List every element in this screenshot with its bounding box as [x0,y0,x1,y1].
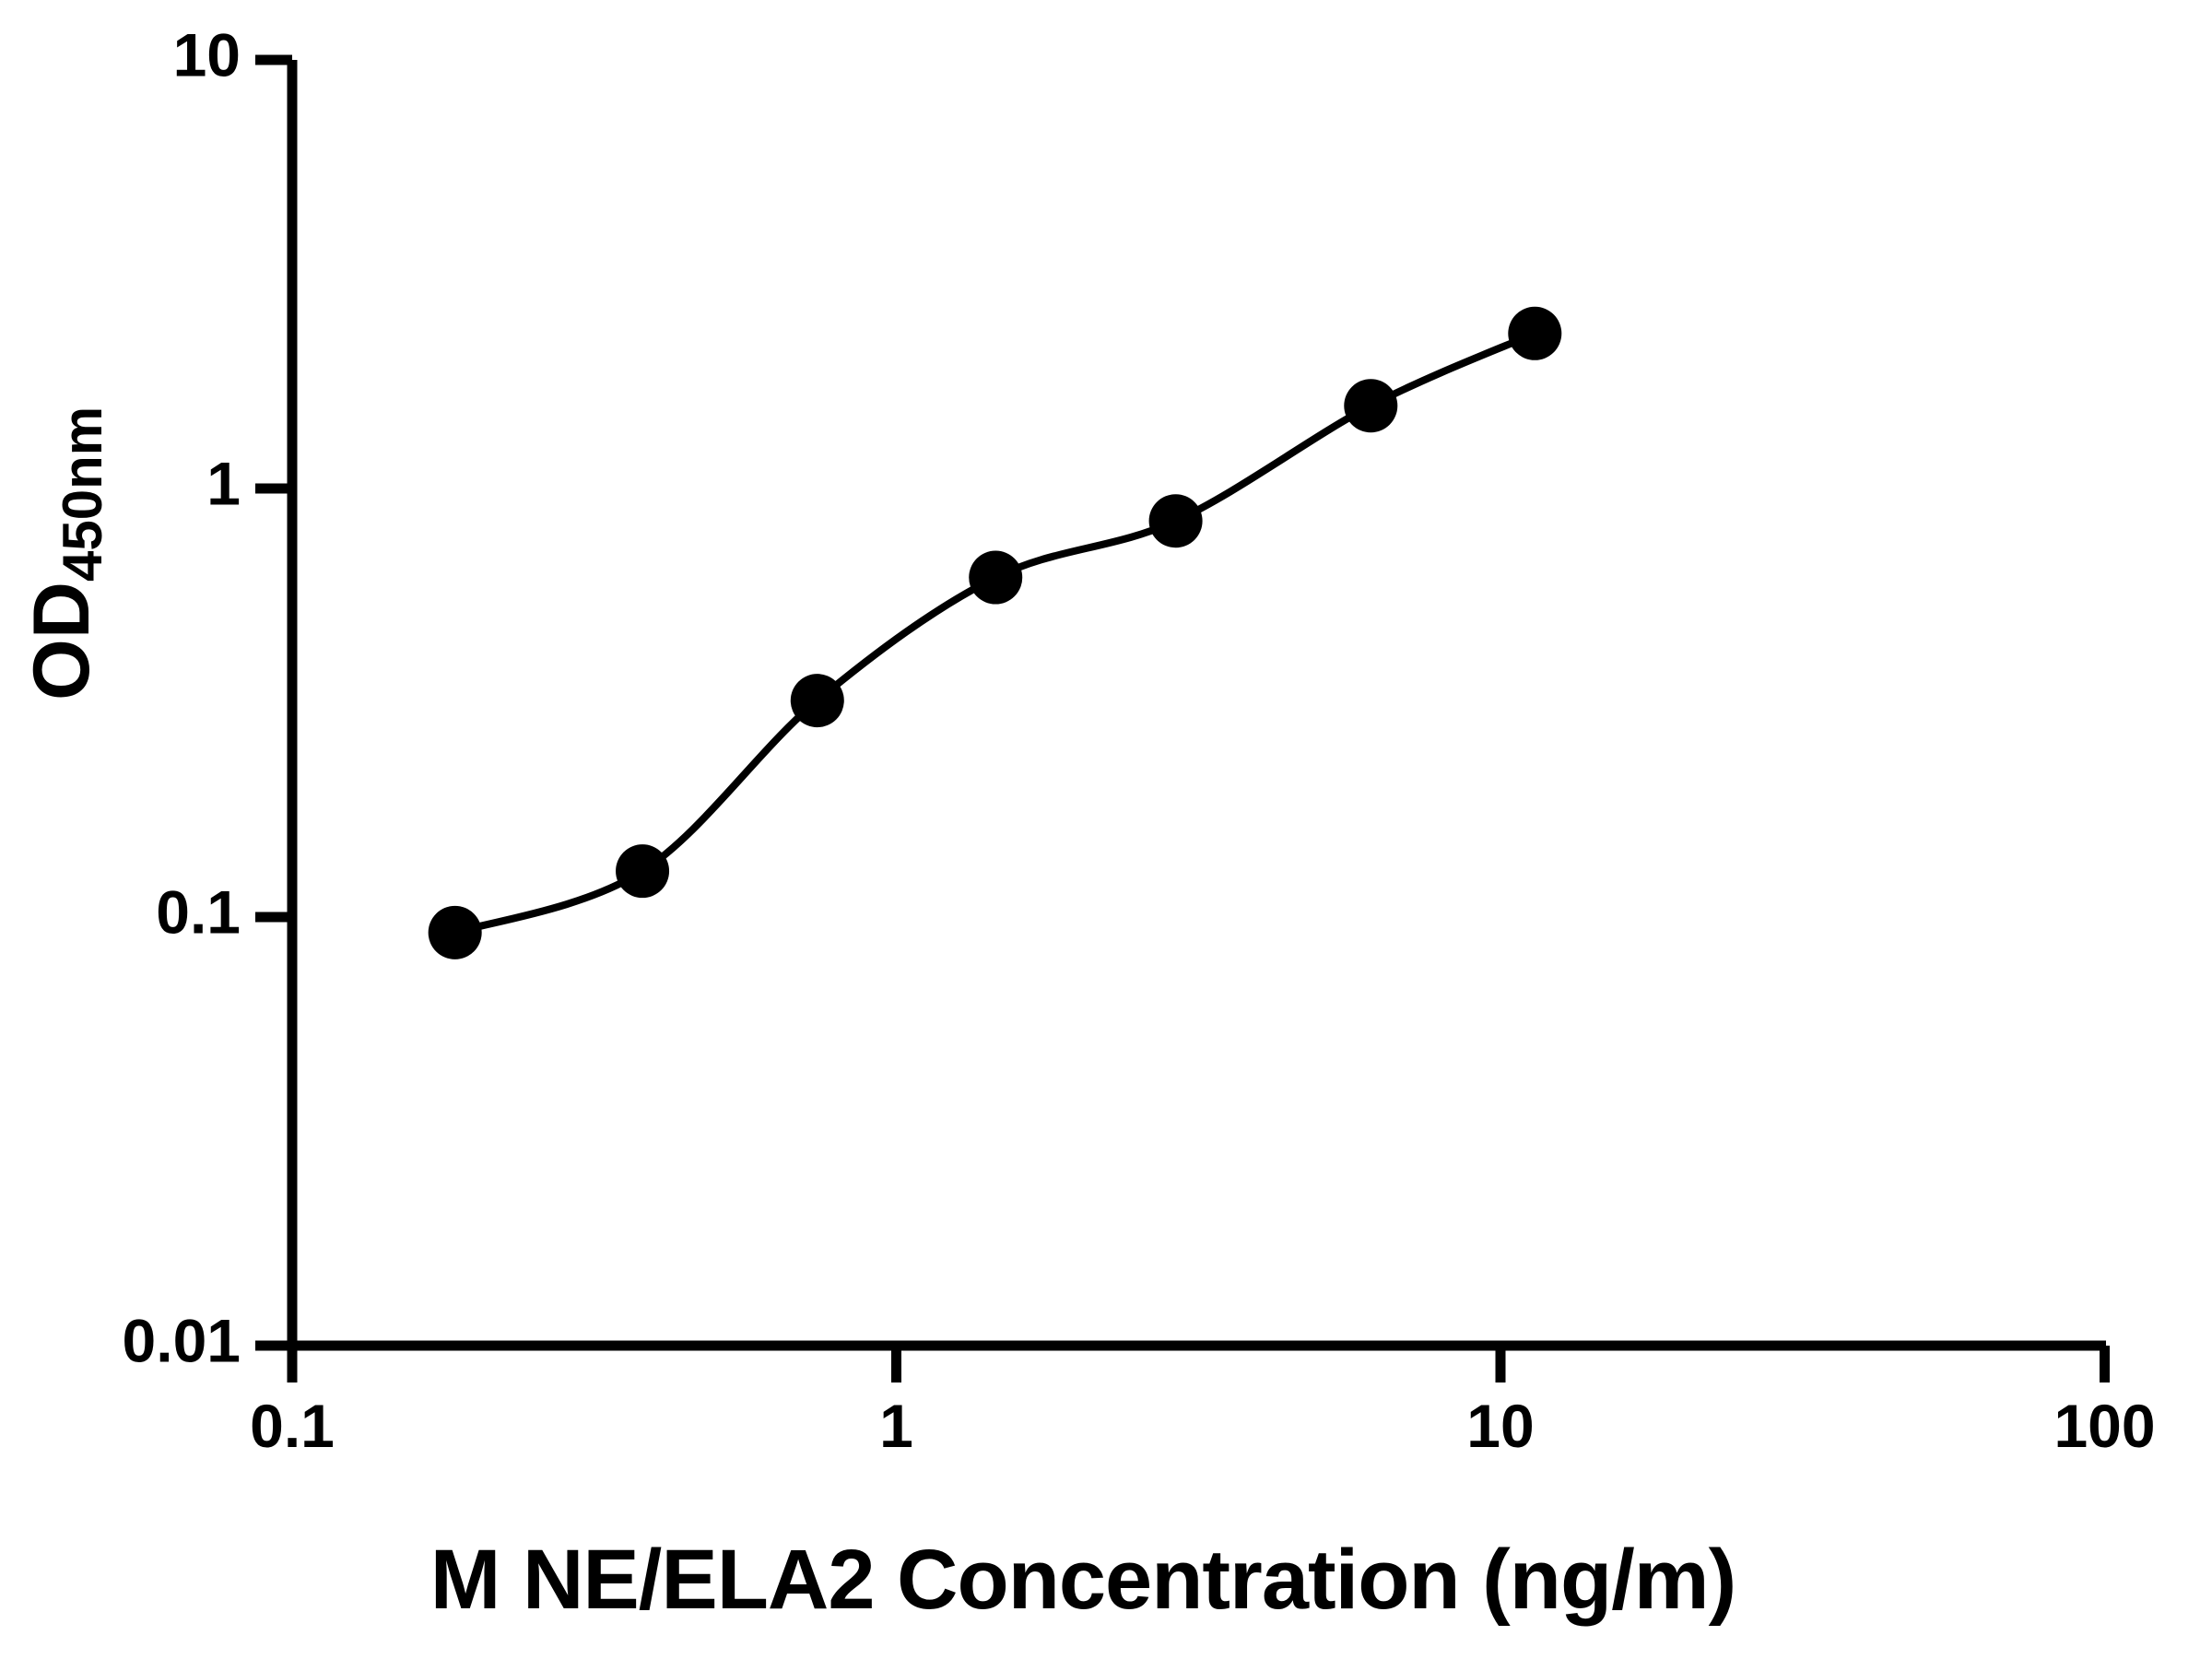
x-axis-title: M NE/ELA2 Concentration (ng/m) [430,1533,1735,1627]
data-point [616,844,670,899]
x-tick-label: 10 [1466,1392,1534,1460]
y-axis-title: OD450nm [18,406,113,700]
y-tick-label: 10 [173,20,241,88]
y-axis-ticks [255,54,292,1351]
y-tick-label: 0.1 [156,877,241,946]
y-axis-tick-labels: 10 1 0.1 0.01 [123,20,241,1374]
data-point [1344,379,1398,433]
axes-lines [287,60,2106,1351]
y-axis-title-main: OD [18,582,106,700]
x-tick-label: 1 [879,1392,913,1460]
x-axis-tick-labels: 0.1 1 10 100 [250,1392,2155,1460]
data-point [790,674,844,728]
data-point [969,550,1023,605]
y-tick-label: 1 [206,449,241,517]
data-series-points [428,306,1562,959]
x-tick-label: 100 [2053,1392,2155,1460]
svg-text:OD450nm: OD450nm [18,406,113,700]
data-point [1148,494,1203,548]
x-axis-ticks [287,1346,2110,1382]
data-point [1508,306,1562,360]
y-tick-label: 0.01 [123,1306,241,1374]
x-tick-label: 0.1 [250,1392,335,1460]
y-axis-title-subscript: 450nm [52,406,113,582]
data-point [428,905,482,959]
